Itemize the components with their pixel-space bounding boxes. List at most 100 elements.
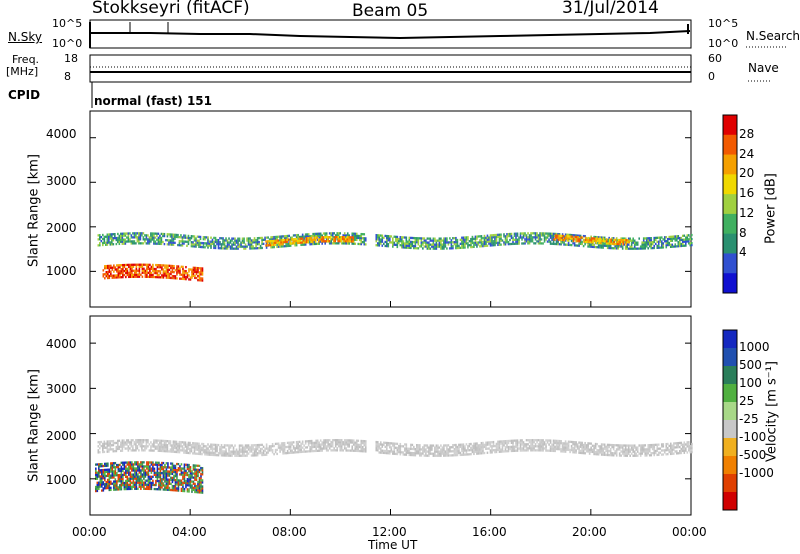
heatmap-cell [337, 439, 340, 442]
heatmap-cell [414, 450, 417, 453]
heatmap-cell [120, 443, 122, 446]
heatmap-cell [126, 469, 129, 472]
heatmap-cell [554, 242, 556, 246]
heatmap-cell [164, 488, 166, 491]
heatmap-cell [148, 449, 151, 452]
heatmap-cell [231, 239, 233, 242]
colorbar-swatch [723, 438, 737, 457]
heatmap-cell [405, 246, 408, 249]
heatmap-cell [404, 443, 406, 446]
heatmap-cell [247, 444, 250, 447]
heatmap-cell [428, 247, 430, 250]
heatmap-cell [161, 463, 163, 467]
heatmap-cell [477, 446, 480, 449]
heatmap-cell [156, 461, 159, 464]
heatmap-cell [555, 232, 558, 236]
heatmap-cell [141, 232, 143, 235]
heatmap-cell [515, 232, 517, 235]
heatmap-cell [211, 447, 214, 450]
heatmap-cell [168, 239, 170, 242]
heatmap-cell [314, 240, 317, 243]
heatmap-cell [626, 444, 628, 447]
heatmap-cell [587, 236, 590, 240]
heatmap-cell [334, 449, 337, 452]
heatmap-cell [198, 483, 201, 486]
heatmap-cell [548, 443, 550, 446]
heatmap-cell [675, 235, 678, 238]
heatmap-cell [131, 465, 133, 468]
heatmap-cell [106, 237, 109, 240]
heatmap-cell [440, 245, 442, 248]
heatmap-cell [582, 449, 585, 453]
heatmap-cell [184, 240, 187, 243]
heatmap-cell [575, 445, 577, 448]
heatmap-cell [351, 232, 354, 235]
heatmap-cell [160, 443, 163, 447]
heatmap-cell [188, 478, 190, 481]
heatmap-cell [516, 238, 519, 241]
heatmap-cell [173, 266, 175, 270]
heatmap-cell [657, 246, 660, 249]
heatmap-cell [131, 469, 133, 472]
heatmap-cell [146, 463, 148, 466]
heatmap-cell [462, 238, 465, 241]
heatmap-cell [396, 446, 399, 450]
heatmap-cell [489, 441, 492, 444]
heatmap-cell [443, 448, 445, 451]
heatmap-cell [237, 243, 239, 246]
heatmap-cell [410, 240, 412, 244]
heatmap-cell [375, 236, 378, 239]
heatmap-cell [426, 446, 429, 449]
heatmap-cell [686, 240, 689, 243]
heatmap-cell [566, 237, 569, 240]
heatmap-cell [563, 236, 566, 240]
heatmap-cell [527, 236, 529, 239]
heatmap-cell [609, 447, 612, 451]
heatmap-cell [167, 272, 169, 275]
heatmap-cell [249, 245, 251, 248]
heatmap-cell [653, 246, 656, 250]
heatmap-cell [188, 268, 190, 271]
heatmap-cell [328, 439, 331, 442]
heatmap-cell [609, 449, 612, 453]
heatmap-cell [413, 246, 415, 250]
heatmap-cell [615, 247, 618, 250]
heatmap-cell [199, 450, 202, 454]
heatmap-cell [102, 470, 105, 474]
heatmap-cell [142, 238, 145, 241]
heatmap-cell [138, 443, 140, 446]
nave-tick-top: 60 [708, 52, 722, 65]
heatmap-cell [573, 443, 576, 446]
heatmap-cell [214, 453, 217, 457]
heatmap-cell [675, 452, 678, 455]
heatmap-cell [101, 464, 103, 468]
heatmap-cell [333, 236, 336, 239]
heatmap-cell [524, 242, 526, 245]
heatmap-cell [132, 481, 135, 484]
heatmap-cell [147, 263, 150, 266]
heatmap-cell [182, 277, 184, 281]
heatmap-cell [113, 484, 115, 487]
heatmap-cell [110, 476, 112, 479]
heatmap-cell [151, 238, 154, 241]
heatmap-cell [143, 485, 145, 488]
heatmap-cell [105, 442, 107, 445]
heatmap-cell [310, 439, 313, 443]
heatmap-cell [199, 446, 202, 450]
heatmap-cell [141, 443, 143, 446]
heatmap-cell [169, 450, 172, 453]
heatmap-cell [512, 445, 514, 448]
heatmap-cell [149, 269, 151, 273]
heatmap-cell [113, 274, 115, 277]
heatmap-cell [108, 478, 111, 481]
heatmap-cell [280, 442, 283, 445]
heatmap-cell [476, 450, 478, 453]
heatmap-cell [110, 462, 112, 465]
heatmap-cell [621, 247, 624, 250]
heatmap-cell [310, 445, 313, 449]
heatmap-cell [290, 242, 293, 245]
heatmap-cell [587, 450, 589, 453]
heatmap-cell [252, 446, 254, 449]
heatmap-cell [318, 441, 320, 444]
heatmap-cell [669, 442, 672, 445]
